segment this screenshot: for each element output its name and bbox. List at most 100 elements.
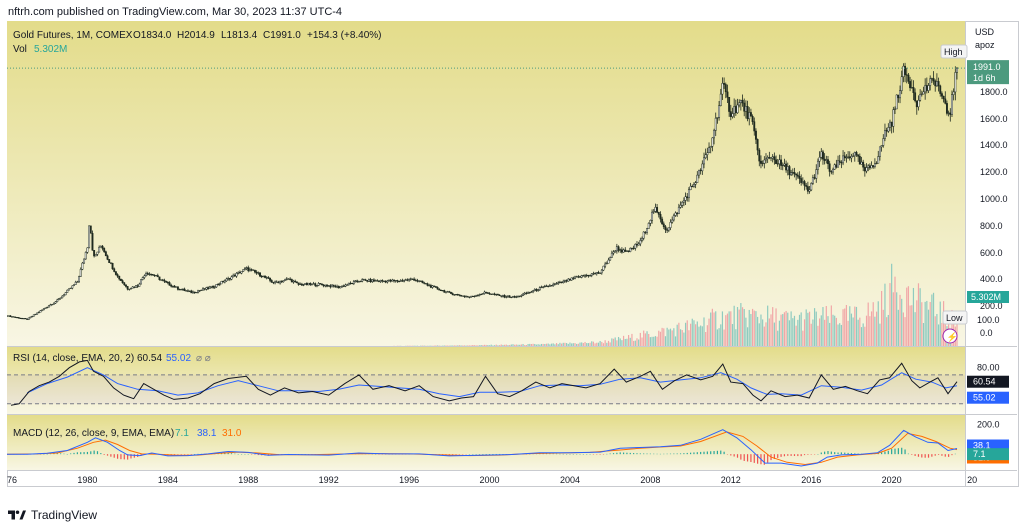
macd-histogram-bar bbox=[783, 454, 786, 457]
price-candle-body bbox=[827, 159, 829, 165]
macd-histogram-bar bbox=[854, 453, 856, 455]
price-candle-body bbox=[481, 293, 484, 295]
price-candle-body bbox=[701, 163, 704, 172]
price-candle-body bbox=[796, 174, 799, 177]
price-candle-body bbox=[185, 290, 188, 292]
price-candle-body bbox=[300, 283, 303, 286]
price-candle-body bbox=[816, 160, 819, 170]
volume-bar bbox=[817, 325, 819, 346]
price-candle-body bbox=[880, 145, 883, 148]
volume-bar bbox=[852, 317, 854, 346]
price-candle-body bbox=[699, 169, 702, 172]
price-candle-body bbox=[66, 289, 69, 293]
price-candle-body bbox=[646, 228, 648, 233]
price-candle-body bbox=[634, 243, 637, 249]
price-candle-body bbox=[260, 275, 263, 278]
volume-bar bbox=[896, 292, 898, 346]
volume-bar bbox=[832, 314, 834, 346]
rsi-ma-legend-value: 55.02 bbox=[166, 353, 191, 364]
price-candle-body bbox=[832, 168, 834, 173]
price-candle-body bbox=[910, 87, 913, 89]
volume-bar bbox=[696, 321, 698, 346]
price-candle-body bbox=[830, 171, 833, 173]
volume-bar bbox=[520, 344, 522, 346]
macd-histogram-bar bbox=[901, 447, 903, 455]
volume-bar bbox=[628, 335, 630, 346]
price-candle-body bbox=[853, 152, 856, 157]
price-candle-body bbox=[130, 288, 132, 290]
volume-bar bbox=[884, 283, 886, 346]
volume-bar bbox=[631, 333, 633, 346]
price-candle-body bbox=[505, 296, 508, 298]
volume-bar bbox=[524, 345, 526, 346]
macd-histogram-bar bbox=[257, 454, 259, 456]
price-candle-body bbox=[367, 279, 370, 282]
price-candle-body bbox=[51, 304, 54, 306]
price-candle-body bbox=[192, 291, 194, 294]
volume-bar bbox=[651, 336, 653, 346]
volume-bar bbox=[907, 286, 910, 346]
macd-histogram-bar bbox=[123, 454, 125, 460]
volume-bar bbox=[751, 308, 754, 346]
price-candle-body bbox=[569, 278, 571, 281]
macd-histogram-bar bbox=[820, 452, 822, 455]
price-candle-body bbox=[620, 249, 623, 253]
volume-bar bbox=[748, 309, 750, 346]
price-candle-body bbox=[274, 281, 277, 284]
price-candle-body bbox=[322, 284, 325, 287]
price-candle-body bbox=[485, 291, 488, 293]
price-candle-body bbox=[259, 272, 261, 277]
macd-histogram-bar bbox=[455, 454, 457, 455]
volume-bar bbox=[562, 342, 564, 346]
price-candle-body bbox=[575, 276, 578, 278]
price-candle-body bbox=[517, 295, 519, 298]
volume-bar bbox=[453, 345, 455, 346]
price-candle-body bbox=[724, 84, 727, 93]
price-candle-body bbox=[441, 290, 444, 292]
volume-bar bbox=[906, 287, 908, 346]
price-candle-body bbox=[279, 281, 282, 284]
price-candle-body bbox=[312, 283, 315, 285]
price-candle-body bbox=[342, 285, 345, 287]
price-candle-body bbox=[890, 121, 893, 127]
volume-bar bbox=[887, 314, 889, 346]
price-candle-body bbox=[527, 292, 530, 294]
price-candle-body bbox=[589, 275, 592, 277]
price-candle-body bbox=[406, 279, 409, 281]
rsi-value-tag: 60.54 bbox=[973, 377, 996, 387]
price-candle-body bbox=[362, 279, 365, 281]
price-candle-body bbox=[557, 282, 560, 284]
chart-area[interactable]: Gold Futures, 1M, COMEX O1834.0 H2014.9 … bbox=[7, 21, 1017, 487]
macd-histogram-bar bbox=[133, 454, 135, 458]
volume-bar bbox=[537, 344, 539, 346]
price-candle-body bbox=[761, 162, 764, 165]
price-candle-body bbox=[396, 280, 399, 282]
price-candle-body bbox=[788, 166, 791, 176]
macd-histogram-bar bbox=[706, 451, 708, 455]
macd-histogram-bar bbox=[619, 452, 621, 455]
price-candle-body bbox=[878, 146, 881, 157]
price-candle-body bbox=[359, 280, 362, 283]
hist-value-tag: 7.1 bbox=[973, 449, 986, 459]
price-candle-body bbox=[468, 296, 471, 298]
macd-histogram-bar bbox=[542, 453, 544, 455]
lightning-icon[interactable] bbox=[942, 328, 958, 344]
price-tick-label: 1600.0 bbox=[980, 114, 1008, 124]
price-candle-body bbox=[902, 65, 905, 78]
macd-histogram-bar bbox=[716, 450, 719, 455]
macd-histogram-bar bbox=[777, 454, 779, 458]
price-candle-body bbox=[954, 72, 957, 93]
macd-histogram-bar bbox=[894, 448, 896, 455]
last-price-label: 1991.0 bbox=[973, 62, 1001, 72]
price-candle-body bbox=[540, 286, 543, 288]
price-candle-body bbox=[81, 262, 84, 270]
rsi-ma-value-box bbox=[967, 391, 1009, 404]
volume-bar bbox=[860, 327, 863, 346]
volume-bar bbox=[875, 311, 878, 346]
time-tick-label: 1996 bbox=[399, 475, 419, 485]
volume-bar bbox=[837, 324, 839, 346]
price-candle-body bbox=[98, 246, 101, 253]
volume-bar bbox=[924, 301, 926, 346]
price-candle-body bbox=[912, 87, 915, 93]
macd-histogram-bar bbox=[790, 454, 792, 456]
